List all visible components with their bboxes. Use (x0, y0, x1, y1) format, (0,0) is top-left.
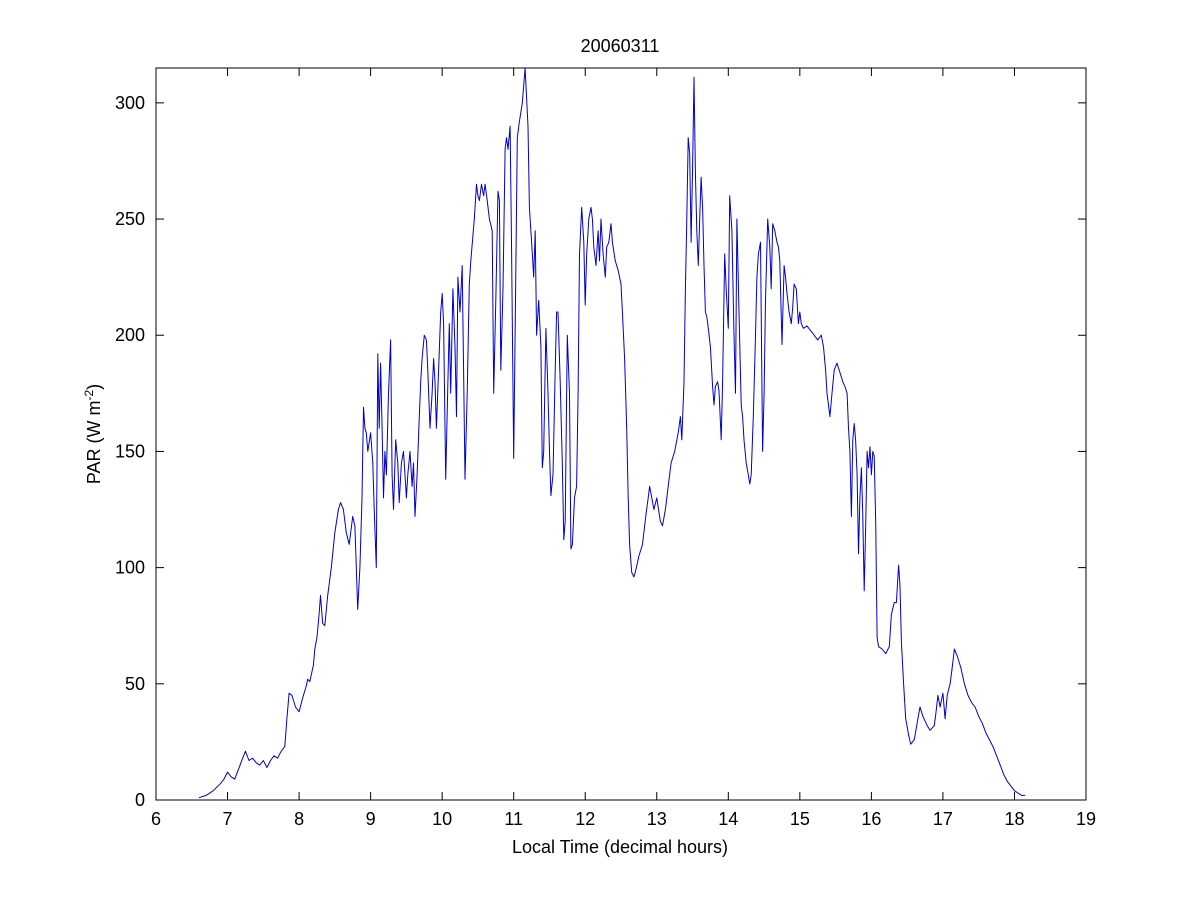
y-axis-label-exponent: -2 (82, 390, 96, 401)
x-tick-label: 14 (718, 809, 738, 829)
x-axis-label: Local Time (decimal hours) (512, 837, 728, 857)
axis-ticks: 6 7 8 9 10 11 12 13 14 15 16 17 18 19 0 50 100 150 200 250 3… (115, 68, 1096, 829)
y-tick-label: 50 (125, 674, 145, 694)
x-tick-label: 7 (223, 809, 233, 829)
y-axis-label-prefix: PAR (W m (84, 401, 104, 485)
chart-title: 20060311 (581, 36, 660, 56)
x-tick-label: 19 (1076, 809, 1096, 829)
y-tick-label: 150 (115, 441, 145, 461)
x-tick-label: 8 (294, 809, 304, 829)
x-tick-label: 9 (366, 809, 376, 829)
x-tick-label: 11 (504, 809, 523, 829)
x-tick-label: 13 (647, 809, 667, 829)
x-tick-label: 18 (1004, 809, 1024, 829)
y-tick-label: 0 (135, 790, 145, 810)
x-tick-label: 12 (575, 809, 595, 829)
series-layer (198, 67, 1026, 799)
x-tick-label: 6 (151, 809, 161, 829)
y-tick-label: 250 (115, 209, 145, 229)
y-axis-label-suffix: ) (84, 384, 104, 390)
y-axis-label: PAR (W m-2) (82, 384, 104, 484)
x-tick-label: 16 (861, 809, 881, 829)
x-tick-label: 17 (933, 809, 953, 829)
y-tick-label: 100 (115, 558, 145, 578)
plot-frame (155, 67, 1087, 801)
x-tick-label: 10 (432, 809, 452, 829)
par-series-line (198, 67, 1026, 799)
x-tick-label: 15 (790, 809, 810, 829)
y-tick-label: 300 (115, 93, 145, 113)
y-tick-label: 200 (115, 325, 145, 345)
